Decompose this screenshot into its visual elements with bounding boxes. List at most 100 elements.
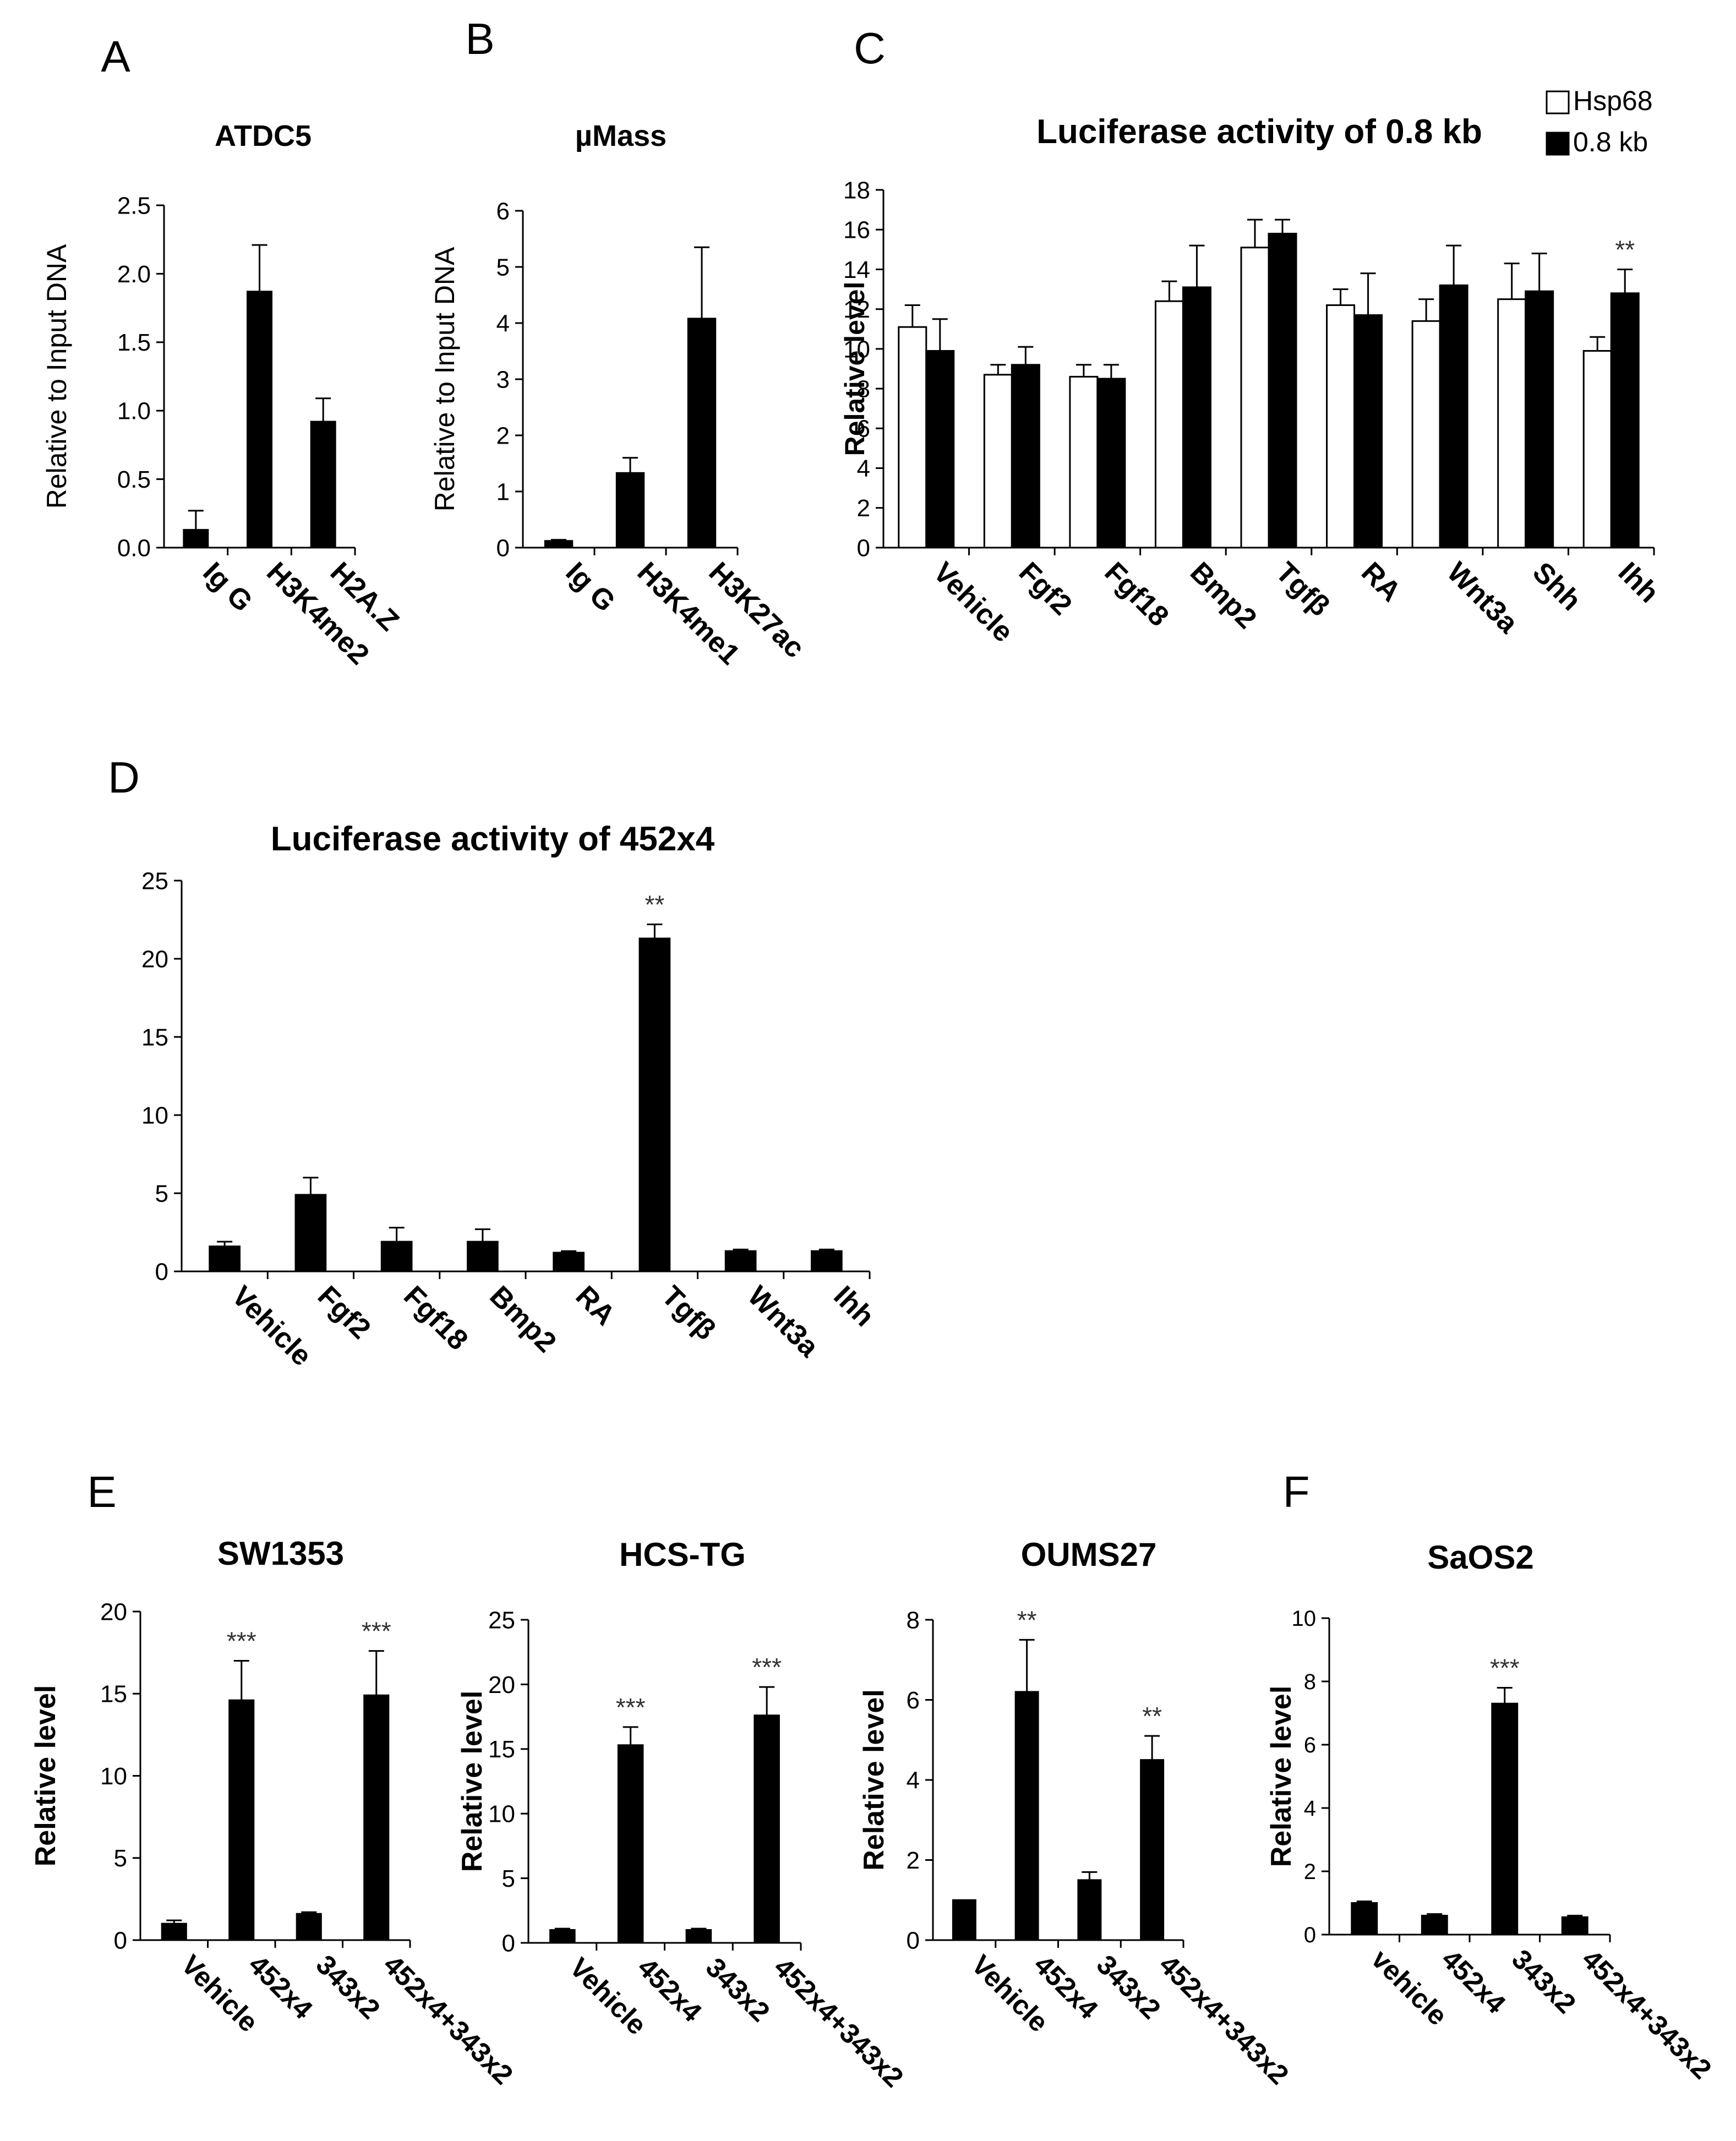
- chart-title: ATDC5: [215, 119, 312, 152]
- error-bar: [1076, 364, 1091, 377]
- x-tick-label: Vehicle: [564, 1952, 652, 2040]
- error-bar: [623, 1726, 638, 1745]
- y-tick-label: 16: [843, 217, 870, 244]
- x-tick-label: Tgfβ: [656, 1280, 722, 1346]
- x-tick-label: 343x2: [1506, 1943, 1582, 2019]
- x-tick-label: 452x4+343x2: [1153, 1949, 1295, 2090]
- bar-ihh: [811, 1250, 843, 1272]
- error-bar: [1247, 219, 1263, 248]
- error-bar: [818, 1248, 834, 1252]
- error-bar: [1418, 298, 1434, 321]
- error-bar: [166, 1919, 182, 1924]
- error-bar: [1446, 244, 1462, 286]
- legend-label: 0.8 kb: [1573, 127, 1648, 157]
- x-tick-label: 343x2: [700, 1952, 776, 2028]
- y-tick-label: 0.0: [117, 534, 151, 561]
- bar-hsp68-tgf-: [1240, 247, 1270, 549]
- bar-hsp68-wnt3a: [1411, 320, 1441, 549]
- bar-452x4-343x2: [754, 1714, 780, 1944]
- bar-ig-g: [544, 540, 574, 549]
- error-bar: [1161, 280, 1177, 302]
- y-tick-label: 15: [488, 1736, 515, 1763]
- bar-0.8-kb-wnt3a: [1439, 284, 1468, 549]
- bar-bmp2: [467, 1241, 499, 1272]
- error-bar: [1333, 288, 1349, 305]
- y-tick-label: 5: [114, 1845, 127, 1872]
- error-bar: [694, 246, 709, 319]
- error-bar: [474, 1228, 490, 1242]
- y-axis-label: Relative to Input DNA: [429, 247, 460, 511]
- chart-title: SaOS2: [1427, 1539, 1533, 1576]
- y-tick-label: 0: [502, 1930, 515, 1957]
- error-bar: [1617, 268, 1633, 293]
- y-axis-label: Relative level: [1265, 1686, 1297, 1867]
- bar-452x4: [617, 1744, 644, 1944]
- bar-452x4-343x2: [363, 1694, 390, 1941]
- x-tick-label: Vehicle: [226, 1280, 318, 1372]
- y-tick-label: 1.0: [117, 398, 151, 425]
- y-tick-label: 10: [488, 1801, 515, 1828]
- bar-0.8-kb-fgf2: [1011, 364, 1040, 549]
- bar-hsp68-shh: [1497, 298, 1527, 549]
- error-bar: [1103, 364, 1119, 379]
- error-bar: [1144, 1735, 1160, 1760]
- x-tick-label: Wnt3a: [741, 1280, 825, 1363]
- y-tick-label: 25: [141, 867, 168, 894]
- y-tick-label: 0: [114, 1927, 127, 1954]
- bar-hsp68-ihh: [1582, 350, 1612, 549]
- bar-452x4: [1421, 1915, 1448, 1936]
- y-tick-label: 25: [488, 1607, 515, 1634]
- y-tick-label: 2: [907, 1847, 920, 1874]
- y-tick-label: 8: [857, 376, 870, 403]
- bar-hsp68-ra: [1326, 304, 1356, 549]
- error-bar: [623, 457, 638, 473]
- error-bar: [233, 1660, 249, 1701]
- panel-label: C: [854, 24, 886, 73]
- x-tick-label: Tgfβ: [1270, 556, 1336, 622]
- y-tick-label: 0: [496, 534, 510, 561]
- legend-swatch: [1546, 132, 1570, 156]
- y-tick-label: 20: [141, 946, 168, 973]
- y-tick-label: 5: [155, 1180, 168, 1207]
- y-tick-label: 2: [496, 422, 510, 449]
- y-tick-label: 3: [496, 366, 510, 393]
- x-tick-label: Wnt3a: [1441, 556, 1525, 640]
- error-bar: [691, 1927, 707, 1930]
- legend-item-hsp68: Hsp68: [1546, 85, 1653, 116]
- error-bar: [368, 1650, 384, 1696]
- x-tick-label: 343x2: [1091, 1949, 1167, 2025]
- y-axis-label: Relative to Input DNA: [41, 244, 72, 509]
- x-tick-label: Bmp2: [483, 1280, 562, 1358]
- bar-343x2: [296, 1913, 322, 1941]
- panel-label: F: [1283, 1467, 1310, 1516]
- y-tick-label: 8: [1304, 1670, 1316, 1694]
- y-tick-label: 2.0: [117, 261, 151, 288]
- y-tick-label: 10: [141, 1102, 168, 1129]
- x-tick-label: Fgf18: [397, 1280, 474, 1356]
- bar-h3k27ac: [687, 318, 717, 549]
- error-bar: [561, 1250, 577, 1253]
- chart-4: D Luciferase activity of 452x4 0 5 10 15 20 25 V…: [108, 753, 880, 1372]
- legend-item-0.8-kb: 0.8 kb: [1546, 127, 1648, 157]
- significance-label: ***: [616, 1693, 646, 1722]
- bar-0.8-kb-shh: [1525, 290, 1554, 549]
- chart-title: SW1353: [217, 1535, 344, 1572]
- bar-h2a-z: [310, 420, 336, 549]
- y-tick-label: 2: [857, 495, 870, 522]
- bar-hsp68-vehicle: [898, 326, 927, 549]
- legend-label: Hsp68: [1573, 85, 1653, 116]
- y-tick-label: 8: [907, 1607, 920, 1634]
- x-tick-label: 343x2: [310, 1949, 386, 2025]
- y-tick-label: 10: [100, 1763, 127, 1790]
- error-bar: [647, 924, 663, 939]
- error-bar: [303, 1177, 319, 1195]
- bar-vehicle: [1351, 1902, 1378, 1936]
- x-tick-label: RA: [1355, 556, 1407, 608]
- y-axis-label: Relative level: [858, 1689, 890, 1871]
- y-tick-label: 1.5: [117, 329, 151, 356]
- chart-6: HCS-TG 0 5 10 15 20 25 Relative level Vehicle ***…: [456, 1536, 909, 2093]
- y-tick-label: 0: [907, 1927, 920, 1954]
- bar-0.8-kb-ihh: [1610, 292, 1640, 549]
